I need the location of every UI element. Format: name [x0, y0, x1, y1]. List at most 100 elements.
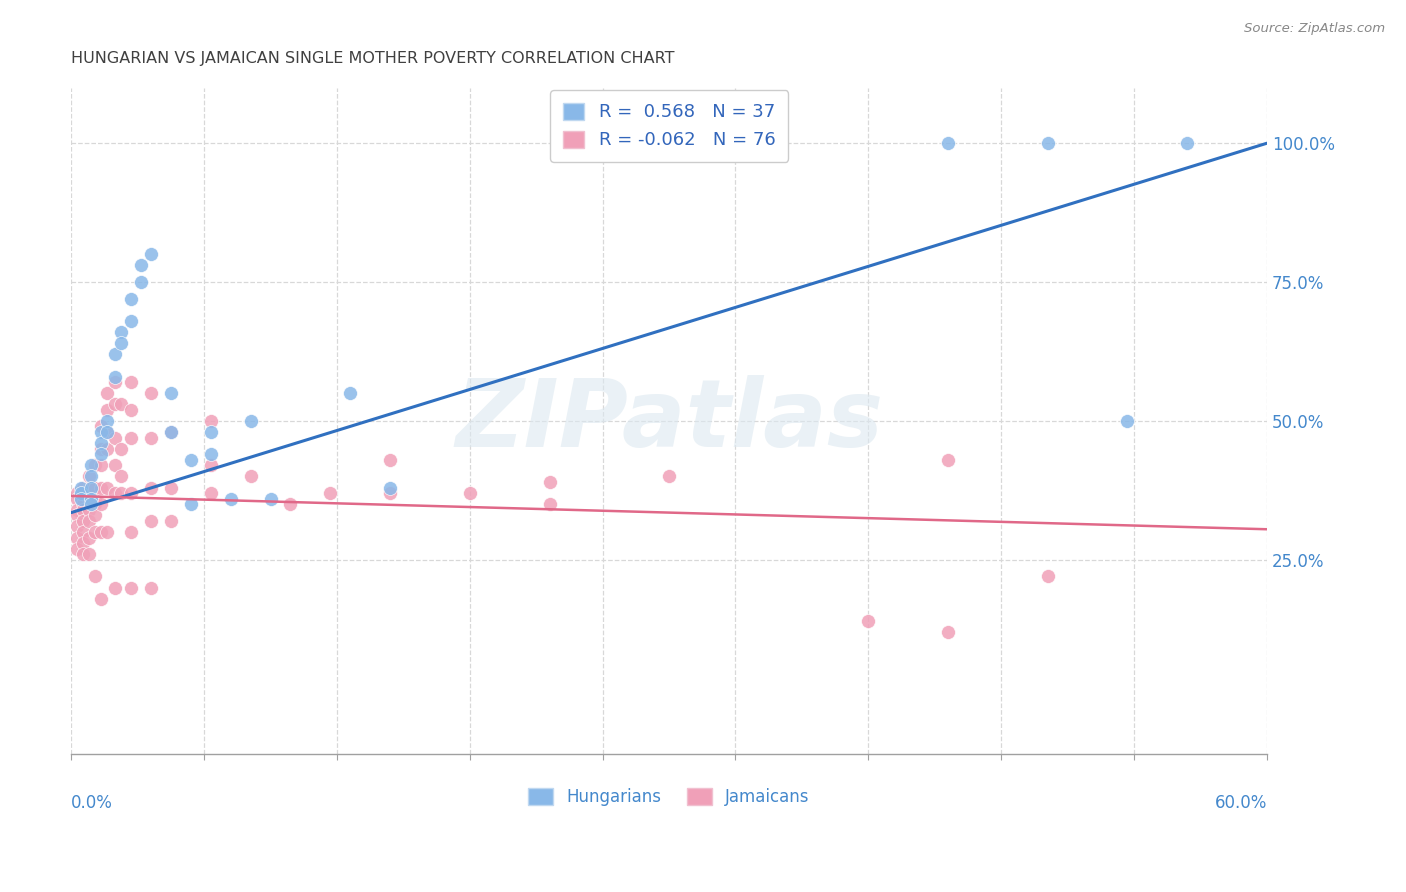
Point	[96, 524, 118, 539]
Point	[139, 481, 162, 495]
Point	[200, 425, 222, 439]
Point	[96, 414, 118, 428]
Point	[72, 514, 94, 528]
Point	[72, 547, 94, 561]
Point	[110, 442, 132, 456]
Point	[77, 547, 100, 561]
Point	[936, 625, 959, 640]
Point	[90, 425, 112, 439]
Point	[110, 397, 132, 411]
Point	[104, 347, 127, 361]
Point	[160, 514, 183, 528]
Point	[84, 491, 107, 506]
Point	[110, 469, 132, 483]
Point	[139, 386, 162, 401]
Point	[66, 508, 89, 523]
Point	[160, 425, 183, 439]
Point	[80, 491, 103, 506]
Point	[239, 469, 262, 483]
Point	[72, 486, 94, 500]
Point	[160, 386, 183, 401]
Point	[66, 519, 89, 533]
Point	[96, 442, 118, 456]
Point	[120, 431, 142, 445]
Point	[90, 447, 112, 461]
Point	[200, 447, 222, 461]
Point	[84, 458, 107, 473]
Point	[66, 503, 89, 517]
Point	[458, 486, 481, 500]
Point	[104, 458, 127, 473]
Point	[538, 497, 561, 511]
Point	[110, 336, 132, 351]
Point	[538, 475, 561, 489]
Point	[129, 259, 152, 273]
Point	[1036, 569, 1059, 583]
Point	[120, 524, 142, 539]
Point	[96, 425, 118, 439]
Text: 0.0%: 0.0%	[72, 794, 112, 813]
Point	[139, 581, 162, 595]
Point	[319, 486, 342, 500]
Point	[90, 481, 112, 495]
Point	[160, 481, 183, 495]
Point	[104, 375, 127, 389]
Text: 60.0%: 60.0%	[1215, 794, 1267, 813]
Text: ZIPatlas: ZIPatlas	[456, 375, 883, 467]
Point	[110, 486, 132, 500]
Point	[66, 531, 89, 545]
Point	[90, 524, 112, 539]
Point	[936, 452, 959, 467]
Point	[180, 452, 202, 467]
Point	[80, 469, 103, 483]
Point	[139, 431, 162, 445]
Point	[378, 481, 401, 495]
Point	[110, 325, 132, 339]
Text: Source: ZipAtlas.com: Source: ZipAtlas.com	[1244, 22, 1385, 36]
Point	[72, 497, 94, 511]
Point	[80, 458, 103, 473]
Point	[77, 481, 100, 495]
Point	[200, 458, 222, 473]
Point	[120, 375, 142, 389]
Point	[219, 491, 242, 506]
Point	[70, 491, 93, 506]
Point	[104, 581, 127, 595]
Point	[104, 431, 127, 445]
Point	[1175, 136, 1198, 151]
Legend: Hungarians, Jamaicans: Hungarians, Jamaicans	[522, 781, 817, 813]
Point	[80, 497, 103, 511]
Point	[77, 503, 100, 517]
Point	[96, 402, 118, 417]
Point	[339, 386, 361, 401]
Point	[280, 497, 302, 511]
Point	[80, 481, 103, 495]
Point	[72, 536, 94, 550]
Point	[200, 486, 222, 500]
Point	[84, 524, 107, 539]
Point	[139, 514, 162, 528]
Point	[90, 436, 112, 450]
Point	[96, 386, 118, 401]
Point	[84, 569, 107, 583]
Point	[120, 314, 142, 328]
Point	[658, 469, 681, 483]
Point	[104, 369, 127, 384]
Point	[84, 508, 107, 523]
Point	[66, 491, 89, 506]
Point	[66, 541, 89, 556]
Point	[90, 591, 112, 606]
Point	[160, 425, 183, 439]
Point	[120, 402, 142, 417]
Point	[120, 292, 142, 306]
Point	[120, 581, 142, 595]
Point	[936, 136, 959, 151]
Point	[90, 419, 112, 434]
Point	[72, 503, 94, 517]
Text: HUNGARIAN VS JAMAICAN SINGLE MOTHER POVERTY CORRELATION CHART: HUNGARIAN VS JAMAICAN SINGLE MOTHER POVE…	[72, 51, 675, 66]
Point	[77, 491, 100, 506]
Point	[90, 442, 112, 456]
Point	[84, 481, 107, 495]
Point	[104, 397, 127, 411]
Point	[129, 275, 152, 289]
